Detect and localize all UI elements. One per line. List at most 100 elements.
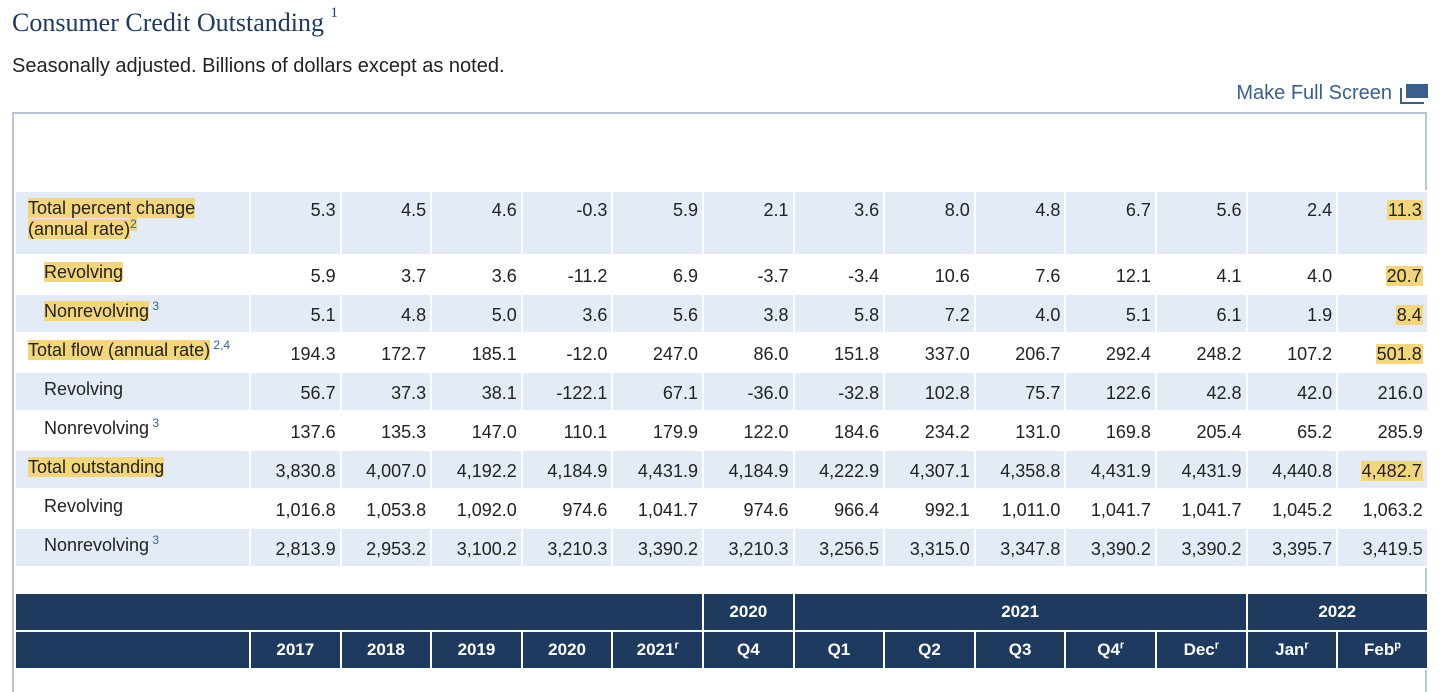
- table-row: Total flow (annual rate) 2,4 194.3 172.7 18…: [14, 332, 1429, 373]
- footnote-link[interactable]: 3: [149, 416, 160, 430]
- cell-value: 107.2: [1287, 344, 1333, 364]
- cell-value: 12.1: [1115, 266, 1151, 286]
- table-cell: 86.0: [701, 332, 795, 373]
- cell-value: 4.0: [1035, 305, 1061, 325]
- cell-value: 3.6: [491, 266, 517, 286]
- cell-value: 4.8: [401, 305, 427, 325]
- column-header-label: Q3: [1008, 640, 1032, 659]
- cell-value: 4.8: [1035, 200, 1061, 220]
- table-cell: 3.6: [520, 293, 614, 334]
- table-cell: 216.0: [1336, 371, 1429, 412]
- table-cell: 3.6: [430, 254, 523, 295]
- make-full-screen-link[interactable]: Make Full Screen: [1236, 82, 1428, 105]
- table-cell: 292.4: [1064, 332, 1157, 373]
- table-cell: 7.2: [883, 293, 976, 334]
- table-cell: 6.9: [611, 254, 704, 295]
- table-cell: -0.3: [520, 190, 614, 256]
- table-cell: 4,482.7: [1336, 449, 1429, 490]
- table-cell: 337.0: [883, 332, 976, 373]
- table-cell: 110.1: [520, 410, 614, 451]
- cell-value: 3,390.2: [637, 539, 698, 559]
- cell-value: 56.7: [300, 383, 336, 403]
- table-cell: 4.0: [1245, 254, 1339, 295]
- footnote-link[interactable]: 2: [130, 217, 137, 231]
- cell-value: 37.3: [391, 383, 427, 403]
- column-header: 2019: [430, 630, 523, 670]
- table-cell: 2.4: [1245, 190, 1339, 256]
- row-label-text: Revolving: [44, 262, 124, 282]
- column-header: Decr: [1155, 630, 1248, 670]
- cell-value: 6.9: [672, 266, 698, 286]
- table-cell: 185.1: [430, 332, 523, 373]
- row-label: Total outstanding: [14, 449, 251, 490]
- row-label: Revolving: [14, 371, 251, 412]
- header-column-row: 2017 2018 2019 2020 2021r Q4 Q1 Q2 Q3 Q4r Decr Janr…: [14, 630, 1429, 670]
- table-cell: -32.8: [792, 371, 886, 412]
- table-cell: 248.2: [1154, 332, 1248, 373]
- table-cell: 37.3: [339, 371, 433, 412]
- cell-value: -3.7: [757, 266, 789, 286]
- table-cell: 974.6: [520, 488, 614, 529]
- table-cell: 1,041.7: [1154, 488, 1248, 529]
- table-cell: -12.0: [520, 332, 614, 373]
- table-cell: 247.0: [611, 332, 704, 373]
- cell-value: 5.1: [310, 305, 336, 325]
- column-header: Febp: [1336, 630, 1429, 670]
- table-cell: 42.8: [1154, 371, 1248, 412]
- table-cell: 1,063.2: [1336, 488, 1429, 529]
- column-header: Q4r: [1064, 630, 1157, 670]
- footnote-link[interactable]: 2,4: [210, 338, 231, 352]
- cell-value: 974.6: [562, 500, 608, 520]
- table-cell: 1,053.8: [339, 488, 433, 529]
- cell-value: 102.8: [924, 383, 970, 403]
- cell-value: 3,100.2: [456, 539, 517, 559]
- header-group-2021: 2021: [792, 592, 1248, 632]
- column-header-label: Q4: [736, 640, 760, 659]
- cell-value: 5.1: [1125, 305, 1151, 325]
- cell-value: 151.8: [834, 344, 880, 364]
- title-footnote[interactable]: 1: [330, 5, 338, 22]
- cell-value: 131.0: [1015, 422, 1061, 442]
- table-cell: 172.7: [339, 332, 433, 373]
- column-header-label: 2018: [366, 640, 405, 659]
- footnote-link[interactable]: 3: [149, 533, 160, 547]
- table-cell: 3,100.2: [430, 527, 523, 568]
- cell-value: 285.9: [1377, 422, 1423, 442]
- table-cell: 3,390.2: [1154, 527, 1248, 568]
- cell-value: 4,007.0: [366, 461, 427, 481]
- column-header-label: 2021: [636, 640, 675, 659]
- table-cell: 4,184.9: [701, 449, 795, 490]
- cell-value: 3.6: [582, 305, 608, 325]
- cell-value: 5.9: [310, 266, 336, 286]
- table-cell: 102.8: [883, 371, 976, 412]
- row-label: Revolving: [14, 254, 251, 295]
- cell-value: 10.6: [934, 266, 970, 286]
- table-cell: 5.3: [249, 190, 342, 256]
- table-cell: -122.1: [520, 371, 614, 412]
- table-cell: 7.6: [973, 254, 1067, 295]
- table-cell: 137.6: [249, 410, 342, 451]
- cell-value: 38.1: [481, 383, 517, 403]
- column-header-label: Jan: [1275, 640, 1305, 659]
- cell-value: 4.1: [1216, 266, 1242, 286]
- table-cell: 2,813.9: [249, 527, 342, 568]
- footnote-link[interactable]: 3: [149, 299, 160, 313]
- table-cell: 10.6: [883, 254, 976, 295]
- table-cell: 1,092.0: [430, 488, 523, 529]
- header-group-2022: 2022: [1245, 592, 1429, 632]
- cell-value: 8.4: [1395, 305, 1423, 325]
- column-header: Q4: [702, 630, 795, 670]
- cell-value: 3.8: [763, 305, 789, 325]
- table-cell: 3,347.8: [973, 527, 1067, 568]
- table-row: Total outstanding 3,830.8 4,007.0 4,192.2 4,…: [14, 449, 1429, 490]
- cell-value: 147.0: [471, 422, 517, 442]
- cell-value: 4,440.8: [1272, 461, 1333, 481]
- table-cell: 147.0: [430, 410, 523, 451]
- column-header: 2017: [249, 630, 342, 670]
- column-header-mark: r: [1304, 639, 1309, 652]
- table-cell: 6.1: [1154, 293, 1248, 334]
- table-cell: 1.9: [1245, 293, 1339, 334]
- cell-value: 4,184.9: [547, 461, 608, 481]
- cell-value: 3,256.5: [819, 539, 880, 559]
- table-cell: 4.6: [430, 190, 523, 256]
